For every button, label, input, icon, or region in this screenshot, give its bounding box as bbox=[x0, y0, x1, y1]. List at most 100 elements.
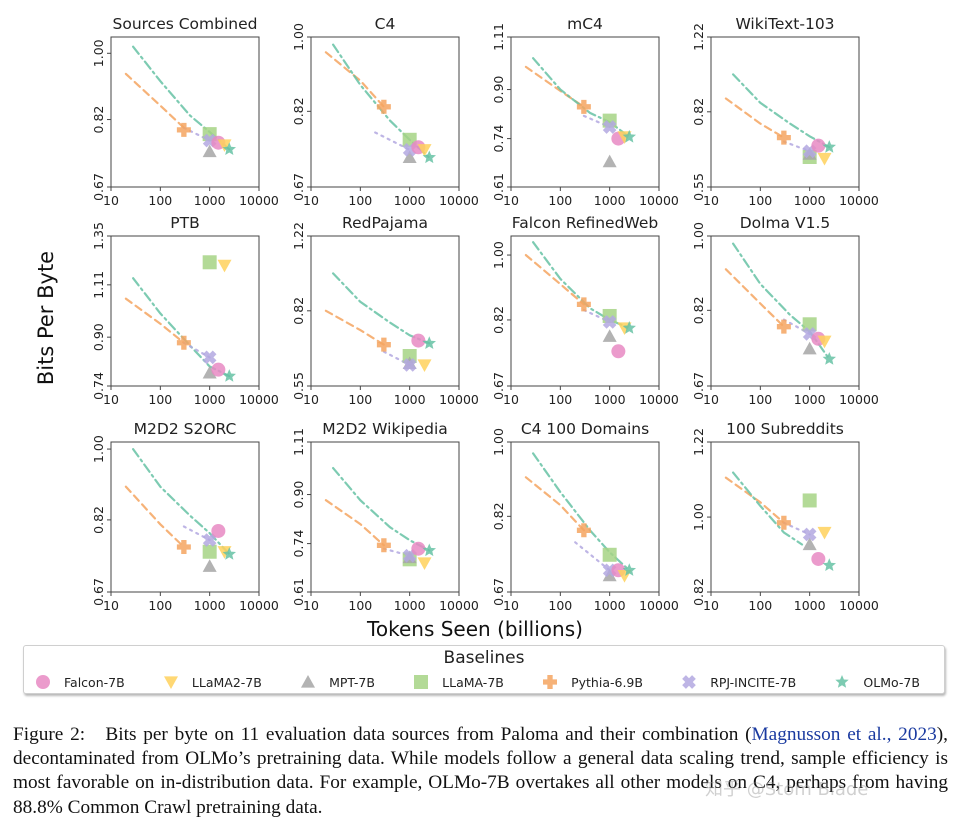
point-mpt-7b bbox=[402, 150, 417, 164]
legend-label: LLaMA2-7B bbox=[191, 674, 262, 690]
point-olmo-7b bbox=[222, 547, 236, 560]
point-olmo-7b bbox=[422, 336, 436, 349]
caption-prefix: Figure 2: bbox=[13, 724, 86, 745]
point-olmo-7b bbox=[622, 129, 636, 143]
legend-item-llama-7b: LLaMA-7B bbox=[410, 672, 504, 692]
trend-line-pythia-6-9b bbox=[724, 268, 786, 328]
point-pythia-6-9b bbox=[776, 515, 791, 530]
y-tick-label: 0.82 bbox=[491, 306, 506, 334]
point-falcon-7b bbox=[211, 362, 226, 377]
x-tick-label: 100 bbox=[748, 392, 772, 407]
x-tick-label: 1000 bbox=[194, 392, 226, 407]
x-tick-label: 100 bbox=[548, 193, 572, 208]
point-pythia-6-9b bbox=[576, 297, 591, 312]
x-tick-label: 100 bbox=[148, 598, 172, 613]
trend-line-pythia-6-9b bbox=[124, 297, 185, 344]
trend-line-pythia-6-9b bbox=[524, 476, 586, 532]
circle-marker-icon bbox=[36, 675, 50, 689]
trend-line-olmo-7b bbox=[731, 471, 804, 546]
y-tick-label: 0.82 bbox=[291, 97, 306, 125]
x-tick-label: 10 bbox=[303, 392, 319, 407]
x-tick-label: 100 bbox=[348, 392, 372, 407]
x-tick-label: 10 bbox=[303, 193, 319, 208]
star-marker-icon bbox=[835, 675, 850, 688]
x-tick-label: 1000 bbox=[394, 193, 426, 208]
point-llama2-7b bbox=[417, 359, 432, 372]
x-tick-label: 10000 bbox=[439, 598, 479, 613]
y-tick-label: 0.67 bbox=[491, 372, 506, 400]
y-tick-label: 1.00 bbox=[91, 435, 106, 463]
panel-title: M2D2 S2ORC bbox=[134, 420, 237, 438]
trend-line-rpj-incite-7b bbox=[374, 131, 411, 151]
x-marker-icon bbox=[682, 675, 697, 689]
panel-ptb: PTB 10 100 1000 10000 0.74 0.90 1.11 1.35 bbox=[91, 214, 279, 407]
panel-falcon-refinedweb: Falcon RefinedWeb 10 100 1000 10000 0.67 0.82 1… bbox=[491, 214, 679, 407]
x-tick-label: 1000 bbox=[594, 392, 626, 407]
legend-item-falcon-7b: Falcon-7B bbox=[32, 672, 125, 692]
citation-link[interactable]: Magnusson et al., 2023 bbox=[751, 724, 937, 745]
x-tick-label: 10 bbox=[503, 193, 519, 208]
panel-title: RedPajama bbox=[342, 214, 428, 232]
point-llama2-7b bbox=[817, 526, 832, 540]
y-tick-label: 0.61 bbox=[491, 173, 506, 201]
panel-m2d2-s2orc: M2D2 S2ORC 10 100 1000 10000 0.67 0.82 1.00 bbox=[91, 420, 279, 613]
point-olmo-7b bbox=[822, 558, 836, 571]
point-pythia-6-9b bbox=[376, 99, 391, 114]
y-tick-label: 0.90 bbox=[91, 323, 106, 351]
square-marker-icon bbox=[414, 675, 429, 689]
point-rpj-incite-7b bbox=[602, 315, 617, 329]
x-tick-label: 10 bbox=[103, 598, 119, 613]
y-tick-label: 0.74 bbox=[491, 125, 506, 153]
plot-frame bbox=[110, 441, 260, 593]
panel-title: WikiText-103 bbox=[735, 15, 834, 33]
point-pythia-6-9b bbox=[776, 319, 791, 334]
point-olmo-7b bbox=[222, 142, 236, 155]
trend-line-rpj-incite-7b bbox=[182, 525, 211, 542]
legend-item-olmo-7b: OLMo-7B bbox=[831, 672, 920, 692]
x-tick-label: 10000 bbox=[439, 193, 479, 208]
panel-title: PTB bbox=[170, 214, 199, 232]
plot-frame bbox=[510, 235, 660, 387]
y-tick-label: 0.82 bbox=[691, 578, 706, 606]
figure-caption: Figure 2: Bits per byte on 11 evaluation… bbox=[13, 723, 948, 820]
panel-title: Falcon RefinedWeb bbox=[512, 214, 658, 232]
point-llama-7b bbox=[202, 544, 217, 559]
point-rpj-incite-7b-shape bbox=[202, 350, 217, 365]
triangle-up-marker-icon bbox=[301, 675, 316, 688]
x-tick-label: 10000 bbox=[439, 392, 479, 407]
panel-title: Dolma V1.5 bbox=[740, 214, 831, 232]
point-rpj-incite-7b-shape bbox=[402, 358, 417, 372]
x-tick-label: 1000 bbox=[394, 392, 426, 407]
y-tick-label: 1.22 bbox=[691, 428, 706, 456]
point-rpj-incite-7b-shape bbox=[602, 315, 617, 329]
plot-frame bbox=[310, 235, 460, 387]
panel-sources-combined: Sources Combined 10 100 1000 10000 0.67 0.82 1.… bbox=[91, 15, 279, 208]
point-pythia-6-9b bbox=[376, 337, 391, 352]
legend-label: MPT-7B bbox=[329, 674, 375, 690]
point-llama2-7b bbox=[817, 152, 832, 166]
y-tick-label: 0.67 bbox=[91, 173, 106, 201]
point-olmo-7b bbox=[422, 543, 436, 557]
panel-mc4: mC4 10 100 1000 10000 0.61 0.74 0.90 1.11 bbox=[491, 15, 679, 208]
point-mpt-7b bbox=[202, 559, 217, 572]
trend-line-pythia-6-9b bbox=[324, 51, 385, 108]
point-pythia-6-9b bbox=[376, 538, 391, 553]
x-tick-label: 10000 bbox=[639, 392, 679, 407]
x-tick-label: 1000 bbox=[594, 193, 626, 208]
plot-frame bbox=[310, 36, 460, 188]
x-tick-label: 1000 bbox=[794, 193, 826, 208]
y-tick-label: 0.90 bbox=[291, 481, 306, 509]
y-tick-label: 1.11 bbox=[491, 23, 506, 51]
panel-title: mC4 bbox=[567, 15, 603, 33]
x-tick-label: 10 bbox=[703, 193, 719, 208]
point-falcon-7b bbox=[811, 551, 826, 566]
x-tick-label: 10000 bbox=[239, 193, 279, 208]
point-mpt-7b bbox=[602, 568, 617, 582]
x-tick-label: 100 bbox=[748, 598, 772, 613]
y-tick-label: 1.00 bbox=[491, 428, 506, 456]
x-tick-label: 1000 bbox=[594, 598, 626, 613]
x-tick-label: 1000 bbox=[394, 598, 426, 613]
panel-title: M2D2 Wikipedia bbox=[322, 420, 448, 438]
x-tick-label: 1000 bbox=[794, 598, 826, 613]
caption-text-2: ), decontaminated from OLMo’s pretrainin… bbox=[13, 724, 948, 818]
